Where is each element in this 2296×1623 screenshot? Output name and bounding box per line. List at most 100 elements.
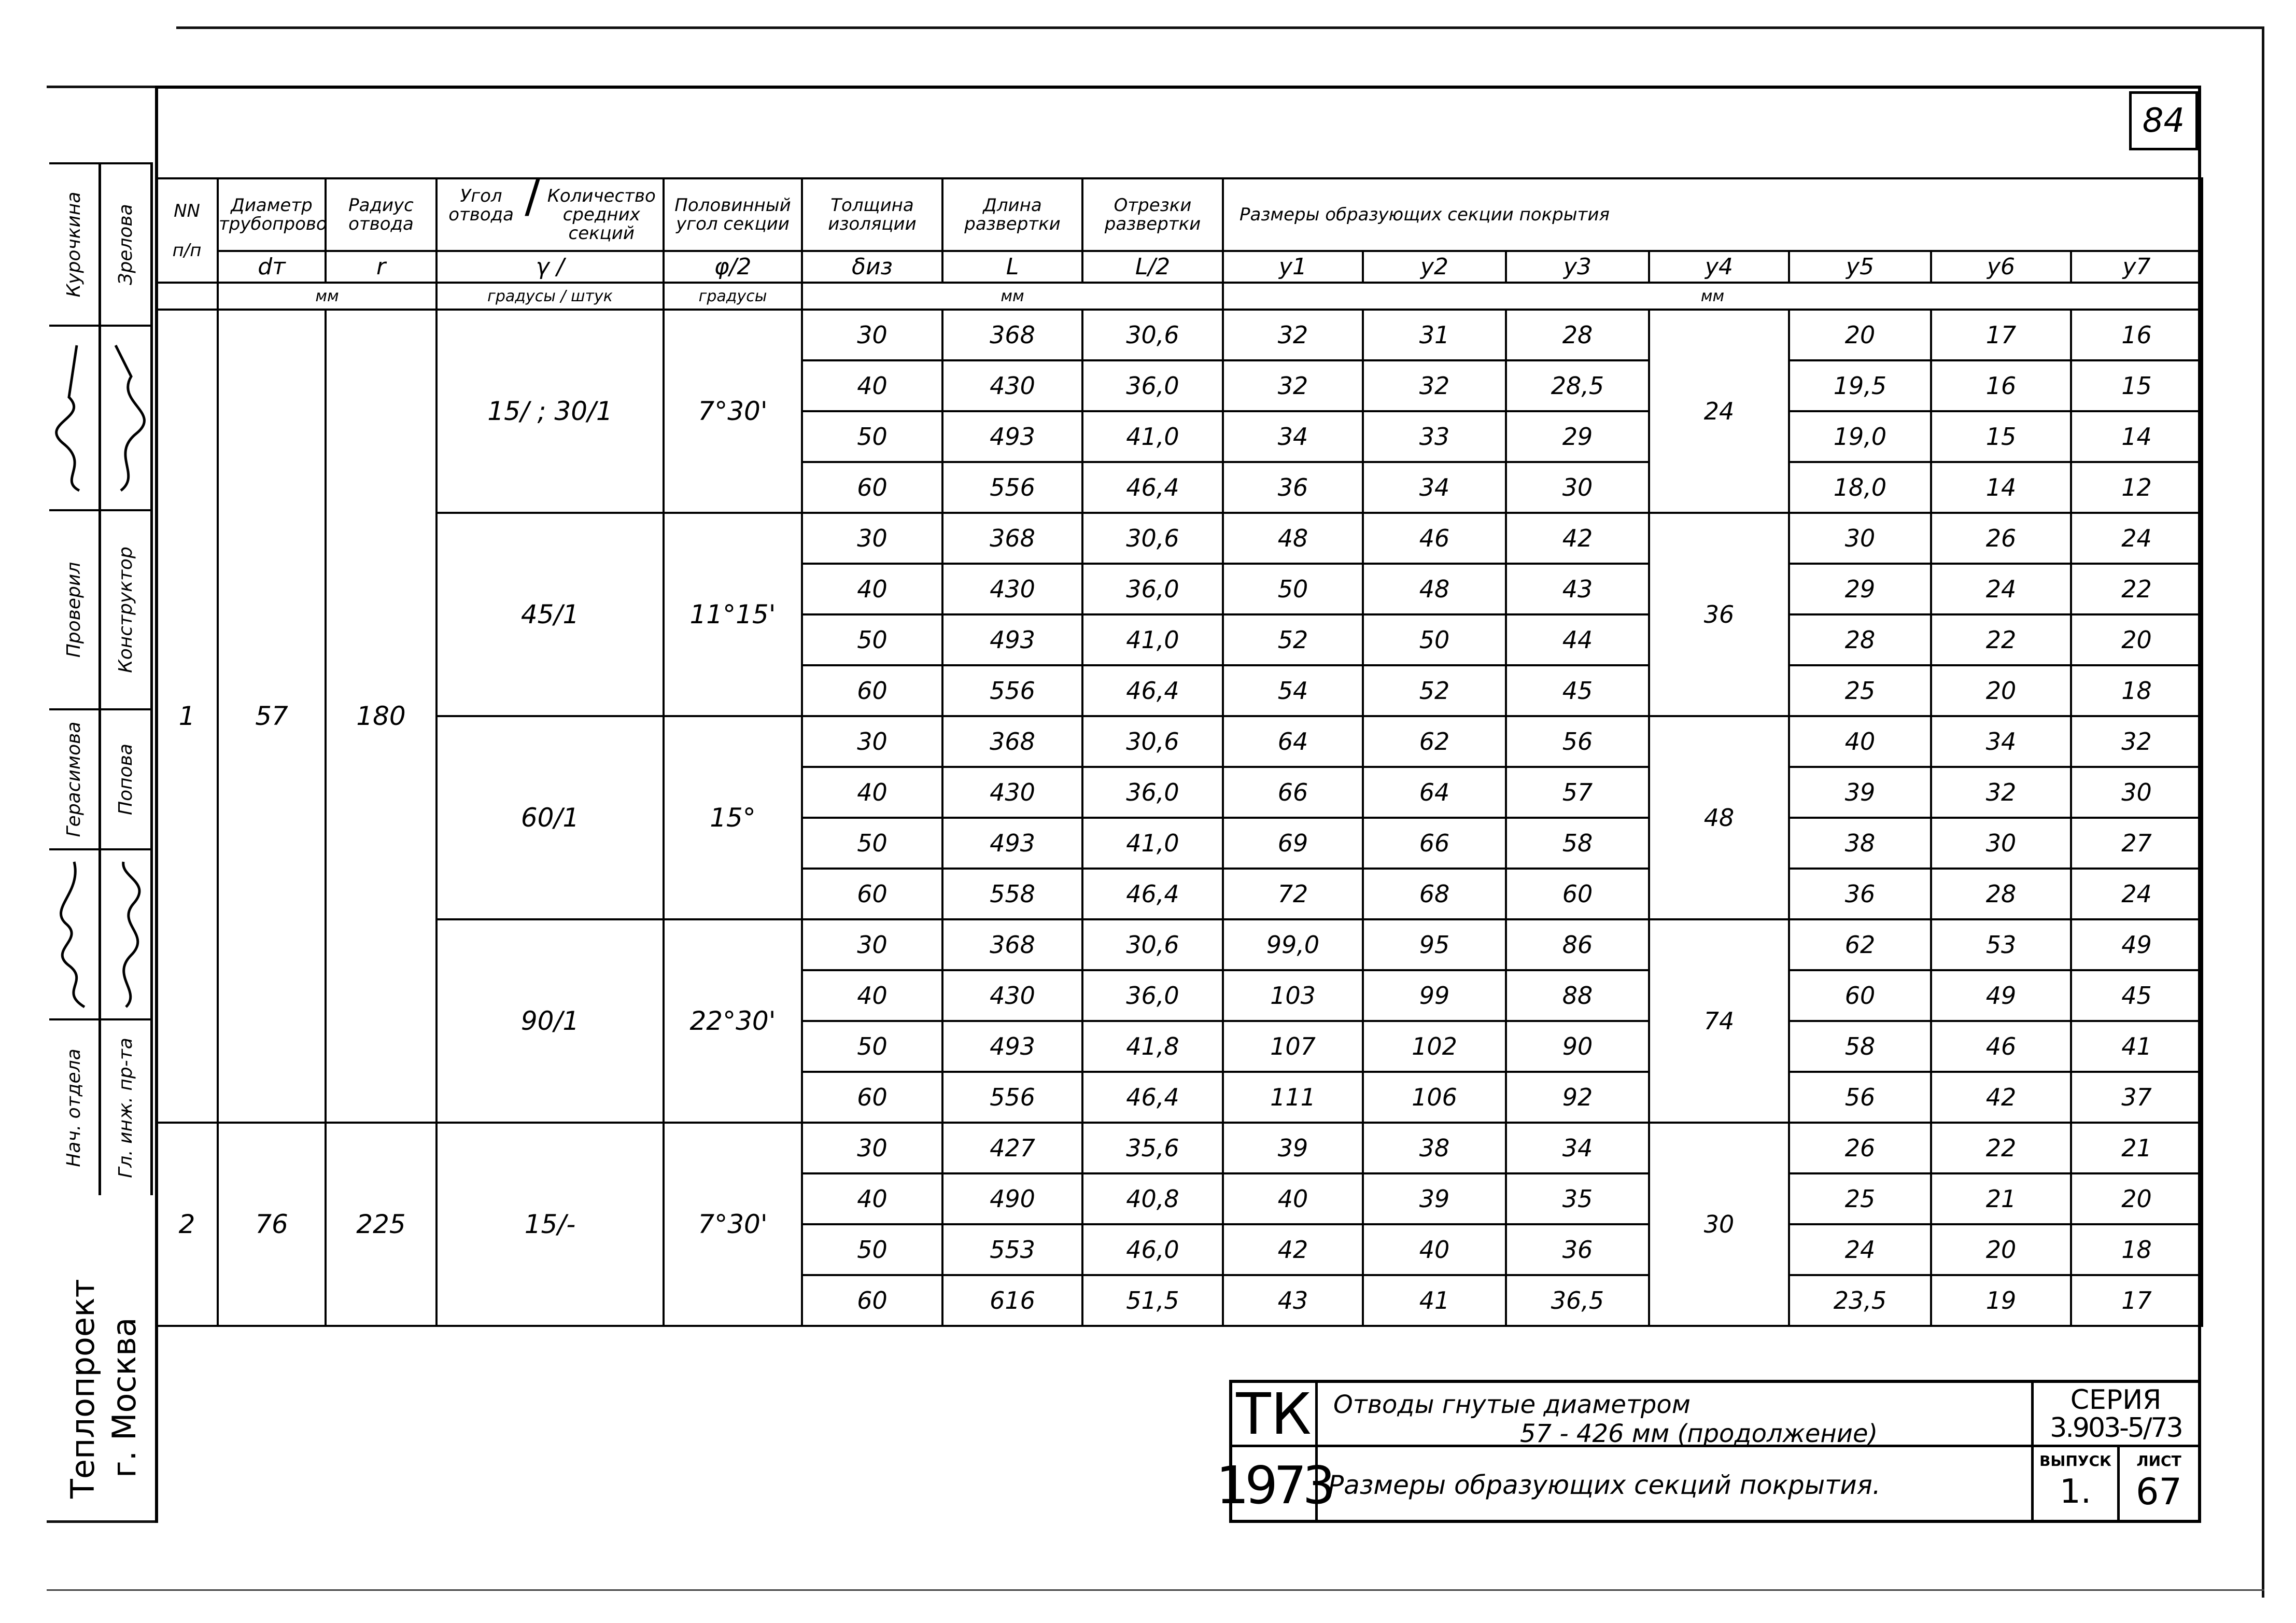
insulation-cell: 60 bbox=[801, 461, 943, 514]
header-insulation: Толщина изоляции bbox=[801, 177, 943, 252]
y7-cell: 45 bbox=[2069, 969, 2204, 1022]
header-half-angle: Половинный угол секции bbox=[663, 177, 803, 252]
segment-cell: 36,0 bbox=[1081, 359, 1224, 412]
bend-angle: 60/1 bbox=[435, 715, 665, 920]
sections-table: NNп/п Диаметр трубопровода Радиус отвода… bbox=[155, 177, 2204, 1327]
y3-cell: 60 bbox=[1505, 868, 1650, 920]
sym-y3: y3 bbox=[1505, 250, 1650, 284]
y2-cell: 99 bbox=[1362, 969, 1507, 1022]
approval-stamp: Нач. отдела Герасимова Проверил Курочкин… bbox=[49, 162, 156, 1195]
y2-cell: 95 bbox=[1362, 918, 1507, 971]
y2-cell: 39 bbox=[1362, 1172, 1507, 1225]
y6-cell: 21 bbox=[1930, 1172, 2072, 1225]
insulation-cell: 40 bbox=[801, 766, 943, 819]
unit-mm: мм bbox=[217, 282, 438, 311]
y3-cell: 34 bbox=[1505, 1122, 1650, 1174]
y5-cell: 30 bbox=[1788, 512, 1932, 565]
length-cell: 368 bbox=[941, 715, 1083, 768]
y5-cell: 56 bbox=[1788, 1071, 1932, 1124]
y5-cell: 58 bbox=[1788, 1020, 1932, 1073]
length-cell: 616 bbox=[941, 1274, 1083, 1327]
sym-ins: δиз bbox=[801, 250, 943, 284]
header-segments: Отрезки развертки bbox=[1081, 177, 1224, 252]
sym-r: r bbox=[325, 250, 438, 284]
page-number: 84 bbox=[2129, 91, 2198, 150]
length-cell: 556 bbox=[941, 1071, 1083, 1124]
y3-cell: 28,5 bbox=[1505, 359, 1650, 412]
table-row: 40 430 36,0 103 99 88 60 49 45 bbox=[156, 969, 2204, 1022]
y2-cell: 66 bbox=[1362, 817, 1507, 870]
y5-cell: 39 bbox=[1788, 766, 1932, 819]
insulation-cell: 30 bbox=[801, 715, 943, 768]
y7-cell: 20 bbox=[2069, 613, 2204, 666]
y7-cell: 30 bbox=[2069, 766, 2204, 819]
y7-cell: 16 bbox=[2069, 309, 2204, 361]
y6-cell: 53 bbox=[1930, 918, 2072, 971]
header-radius: Радиус отвода bbox=[325, 177, 438, 252]
sym-y6: y6 bbox=[1930, 250, 2072, 284]
sym-d: dт bbox=[217, 250, 327, 284]
y1-cell: 40 bbox=[1222, 1172, 1364, 1225]
segment-cell: 46,4 bbox=[1081, 461, 1224, 514]
signature bbox=[101, 848, 150, 1018]
segment-cell: 35,6 bbox=[1081, 1122, 1224, 1174]
stamp-name: Курочкина bbox=[49, 162, 98, 325]
outer-frame-right bbox=[2262, 26, 2264, 1598]
y3-cell: 86 bbox=[1505, 918, 1650, 971]
sym-y5: y5 bbox=[1788, 250, 1932, 284]
sym-half: φ/2 bbox=[663, 250, 803, 284]
table-row: 50 493 41,8 107 102 90 58 46 41 bbox=[156, 1020, 2204, 1073]
strip-top-line bbox=[47, 86, 156, 88]
stamp-inner-row: Гл. инж. пр-та Попова Конструктор Зрелов… bbox=[101, 162, 153, 1195]
organization-city: г. Москва bbox=[105, 1317, 143, 1478]
y2-cell: 64 bbox=[1362, 766, 1507, 819]
signature bbox=[49, 325, 98, 509]
y1-cell: 66 bbox=[1222, 766, 1364, 819]
y5-cell: 60 bbox=[1788, 969, 1932, 1022]
length-cell: 430 bbox=[941, 766, 1083, 819]
segment-cell: 36,0 bbox=[1081, 766, 1224, 819]
length-cell: 553 bbox=[941, 1223, 1083, 1276]
sym-y1: y1 bbox=[1222, 250, 1364, 284]
y4-cell: 36 bbox=[1648, 512, 1790, 717]
insulation-cell: 40 bbox=[801, 969, 943, 1022]
y7-cell: 37 bbox=[2069, 1071, 2204, 1124]
issue-label: ВЫПУСК bbox=[2039, 1452, 2111, 1470]
segment-cell: 30,6 bbox=[1081, 309, 1224, 361]
y1-cell: 103 bbox=[1222, 969, 1364, 1022]
y6-cell: 49 bbox=[1930, 969, 2072, 1022]
y2-cell: 40 bbox=[1362, 1223, 1507, 1276]
y3-cell: 28 bbox=[1505, 309, 1650, 361]
sym-L2: L/2 bbox=[1081, 250, 1224, 284]
length-cell: 368 bbox=[941, 918, 1083, 971]
insulation-cell: 40 bbox=[801, 1172, 943, 1225]
insulation-cell: 30 bbox=[801, 918, 943, 971]
bend-angle: 15/- bbox=[435, 1122, 665, 1327]
table-row: 50 553 46,0 42 40 36 24 20 18 bbox=[156, 1223, 2204, 1276]
y2-cell: 31 bbox=[1362, 309, 1507, 361]
series-label: СЕРИЯ bbox=[2070, 1384, 2162, 1416]
stamp-outer-row: Нач. отдела Герасимова Проверил Курочкин… bbox=[49, 162, 101, 1195]
y3-cell: 45 bbox=[1505, 664, 1650, 717]
y1-cell: 43 bbox=[1222, 1274, 1364, 1327]
segment-cell: 30,6 bbox=[1081, 512, 1224, 565]
y7-cell: 12 bbox=[2069, 461, 2204, 514]
y7-cell: 41 bbox=[2069, 1020, 2204, 1073]
table-row: 60 556 46,4 111 106 92 56 42 37 bbox=[156, 1071, 2204, 1124]
y7-cell: 21 bbox=[2069, 1122, 2204, 1174]
length-cell: 493 bbox=[941, 817, 1083, 870]
length-cell: 558 bbox=[941, 868, 1083, 920]
length-cell: 493 bbox=[941, 1020, 1083, 1073]
y3-cell: 57 bbox=[1505, 766, 1650, 819]
y3-cell: 56 bbox=[1505, 715, 1650, 768]
y1-cell: 48 bbox=[1222, 512, 1364, 565]
length-cell: 430 bbox=[941, 969, 1083, 1022]
sheet-value: 67 bbox=[2135, 1471, 2182, 1513]
stamp-name: Попова bbox=[101, 708, 150, 848]
insulation-cell: 40 bbox=[801, 359, 943, 412]
signature-icon bbox=[59, 861, 85, 1009]
y3-cell: 43 bbox=[1505, 563, 1650, 615]
table-row: 45/1 11°15' 30 368 30,6 48 46 42 36 30 26 24 bbox=[156, 512, 2204, 717]
stamp-role: Проверил bbox=[49, 509, 98, 708]
y5-cell: 36 bbox=[1788, 868, 1932, 920]
